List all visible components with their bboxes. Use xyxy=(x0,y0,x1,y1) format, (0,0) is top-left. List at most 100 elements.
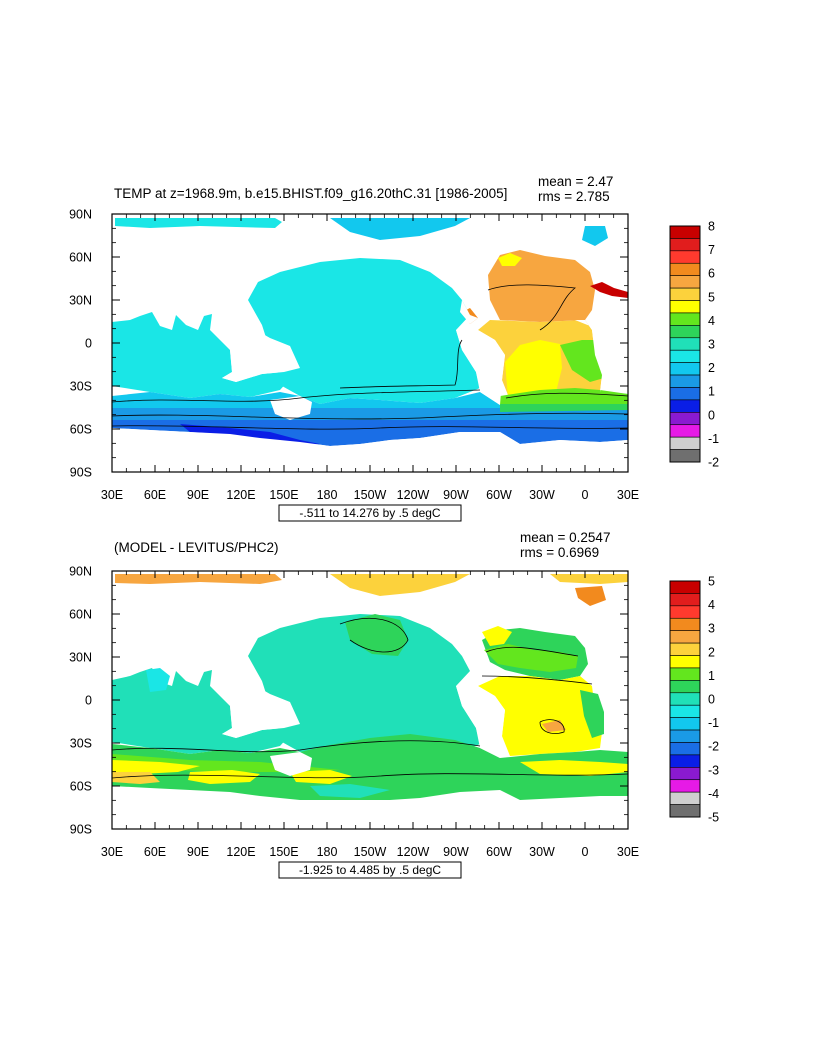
lat-label: 90N xyxy=(69,565,92,579)
colorbar-swatch xyxy=(669,704,701,718)
lat-label: 90S xyxy=(70,823,92,837)
atlantic-ocean-shading xyxy=(498,253,522,266)
panel-bottom-mean: mean = 0.2547 xyxy=(520,530,610,545)
colorbar-swatch xyxy=(669,692,701,706)
lat-label: 60S xyxy=(70,780,92,794)
lon-label: 30W xyxy=(529,488,555,502)
arctic-ocean-shading xyxy=(575,586,606,606)
colorbar-label: 4 xyxy=(708,598,715,612)
colorbar-swatch xyxy=(669,300,701,314)
lon-label: 30W xyxy=(529,845,555,859)
arctic-ocean-shading xyxy=(330,574,470,596)
colorbar-swatch xyxy=(669,667,701,681)
southern-ocean-shading xyxy=(290,770,352,784)
land-mask xyxy=(575,320,604,392)
panel-bottom-title: (MODEL - LEVITUS/PHC2) xyxy=(114,540,279,555)
lon-label: 180 xyxy=(317,845,338,859)
land-mask xyxy=(456,330,505,405)
atlantic-ocean-shading xyxy=(482,626,512,646)
lat-label: 30N xyxy=(69,651,92,665)
colorbar-swatch xyxy=(669,387,701,401)
panel-top-mean: mean = 2.47 xyxy=(538,174,613,189)
colorbar-label: 6 xyxy=(708,267,715,281)
arctic-ocean-shading xyxy=(330,218,470,240)
land-mask xyxy=(222,330,300,382)
land-mask xyxy=(460,300,478,324)
lon-label: 30E xyxy=(617,488,639,502)
lon-label: 60E xyxy=(144,488,166,502)
lon-label: 90E xyxy=(187,845,209,859)
colorbar-swatch xyxy=(669,804,701,818)
colorbar-label: -1 xyxy=(708,432,719,446)
colorbar-swatch xyxy=(669,742,701,756)
colorbar-swatch xyxy=(669,605,701,619)
lat-label: 30N xyxy=(69,294,92,308)
antarctica-land xyxy=(112,786,628,829)
atlantic-ocean-shading xyxy=(488,250,595,322)
lat-label: 90N xyxy=(69,208,92,222)
map-frames xyxy=(111,213,629,879)
arctic-ocean-shading xyxy=(115,218,282,228)
lon-label: 120W xyxy=(397,845,430,859)
colorbar-swatch xyxy=(669,262,701,276)
arctic-ocean-shading xyxy=(115,574,282,584)
southern-ocean-shading xyxy=(112,392,628,410)
panel-bottom-map xyxy=(112,574,628,829)
colorbar-label: 0 xyxy=(708,693,715,707)
colorbar-swatch xyxy=(669,250,701,264)
colorbar-label: -5 xyxy=(708,811,719,825)
colorbar-swatch xyxy=(669,449,701,463)
lon-label: 90W xyxy=(443,845,469,859)
pacific-ocean-shading xyxy=(345,614,408,656)
colorbar-label: 5 xyxy=(708,290,715,304)
colorbar-swatch xyxy=(669,642,701,656)
panel-top-map xyxy=(112,218,628,472)
panel-bottom-rms: rms = 0.6969 xyxy=(520,545,599,560)
colorbar-swatch xyxy=(669,424,701,438)
colorbar-swatch xyxy=(669,717,701,731)
colorbar-swatch xyxy=(669,680,701,694)
colorbar-swatch xyxy=(669,287,701,301)
lat-label: 60N xyxy=(69,251,92,265)
lon-label: 60W xyxy=(486,488,512,502)
colorbar-label: -2 xyxy=(708,740,719,754)
colorbar-swatch xyxy=(669,312,701,326)
lon-label: 150E xyxy=(269,845,298,859)
lon-label: 120W xyxy=(397,488,430,502)
med-sea-shading xyxy=(590,282,628,298)
panel-bottom: (MODEL - LEVITUS/PHC2) mean = 0.2547 rms… xyxy=(112,530,628,829)
lon-label: 150E xyxy=(269,488,298,502)
southern-ocean-shading xyxy=(112,760,200,774)
lon-label: 150W xyxy=(354,845,387,859)
colorbar-label: -1 xyxy=(708,716,719,730)
colorbar-swatch xyxy=(669,617,701,631)
colorbar-swatch xyxy=(669,275,701,289)
lon-label: 120E xyxy=(226,845,255,859)
colorbar-label: 1 xyxy=(708,669,715,683)
lat-label: 0 xyxy=(85,337,92,351)
atlantic-ocean-shading xyxy=(542,720,566,732)
atlantic-ocean-shading xyxy=(505,340,562,398)
panel-bottom-contours xyxy=(112,617,628,779)
colorbar-frame xyxy=(669,580,701,818)
colorbar-label: 1 xyxy=(708,385,715,399)
range-box xyxy=(278,504,462,522)
colorbar-swatch xyxy=(669,779,701,793)
lat-label: 60N xyxy=(69,608,92,622)
atlantic-ocean-shading xyxy=(478,676,602,756)
colorbar-label: 3 xyxy=(708,338,715,352)
atlantic-ocean-shading xyxy=(484,644,578,672)
colorbar-frame xyxy=(669,225,701,463)
panel-top: TEMP at z=1968.9m, b.e15.BHIST.f09_g16.2… xyxy=(112,174,628,472)
colorbar-swatch xyxy=(669,238,701,252)
land-mask xyxy=(222,686,300,738)
arctic-ocean-shading xyxy=(550,574,628,584)
lon-label: 180 xyxy=(317,488,338,502)
colorbar-swatch xyxy=(669,630,701,644)
colorbar-swatch xyxy=(669,325,701,339)
lon-label: 30E xyxy=(101,845,123,859)
colorbar-label: 5 xyxy=(708,575,715,589)
panel-top-title: TEMP at z=1968.9m, b.e15.BHIST.f09_g16.2… xyxy=(114,186,507,201)
colorbars: 8 7 6 5 4 3 2 1 0 -1 -2 5 4 3 2 1 0 -1 -2 -3 -4 -5 xyxy=(669,220,719,825)
